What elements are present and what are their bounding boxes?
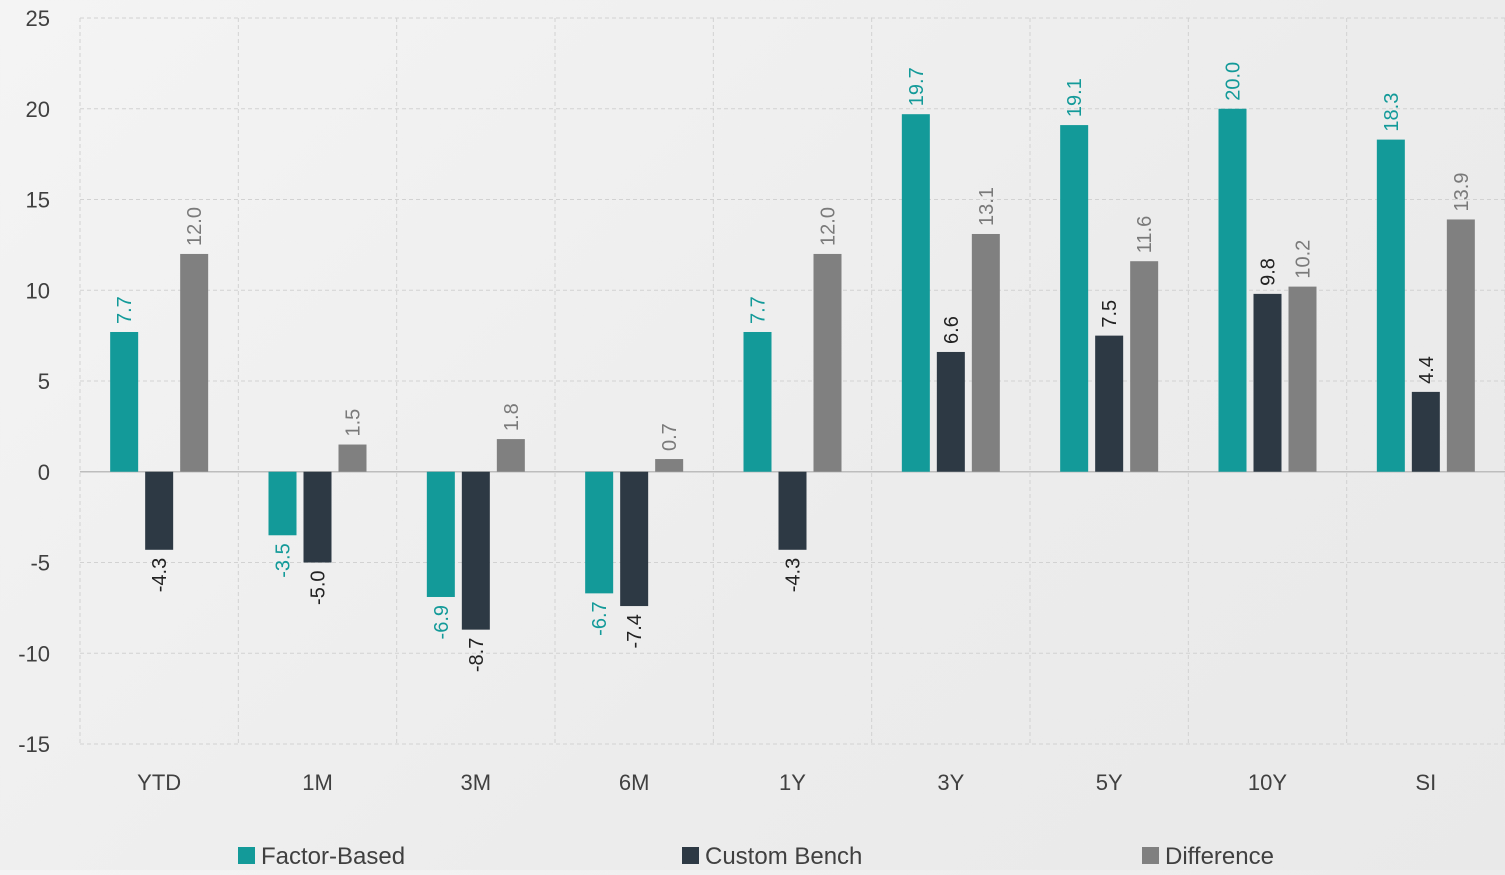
data-label: 10.2 (1293, 240, 1315, 279)
data-label: -6.9 (431, 605, 453, 639)
y-tick-label: -15 (18, 732, 50, 757)
data-label: -4.3 (783, 558, 805, 592)
data-label: 0.7 (659, 423, 681, 451)
data-label: 6.6 (941, 316, 963, 344)
data-label: 1.5 (343, 409, 365, 437)
bar-custom-bench-3y (936, 351, 965, 472)
bar-factor-based-1m (268, 471, 297, 536)
data-label: 12.0 (818, 207, 840, 246)
data-label: -4.3 (149, 558, 171, 592)
data-label: -3.5 (273, 543, 295, 577)
y-tick-label: 5 (38, 369, 50, 394)
data-label: 9.8 (1258, 258, 1280, 286)
bar-factor-based-6m (585, 471, 614, 594)
y-tick-label: 0 (38, 460, 50, 485)
bar-difference-1y (813, 253, 842, 472)
data-label: 13.9 (1451, 173, 1473, 212)
data-label: 19.1 (1064, 78, 1086, 117)
bar-custom-bench-10y (1253, 293, 1282, 472)
bar-custom-bench-si (1411, 391, 1440, 472)
legend-swatch (238, 847, 255, 864)
x-tick-label: 3Y (937, 770, 964, 795)
x-tick-label: 1Y (779, 770, 806, 795)
bar-custom-bench-ytd (145, 471, 174, 550)
x-tick-label: YTD (137, 770, 181, 795)
bar-factor-based-3y (901, 114, 930, 472)
y-axis: 25 20 15 10 5 0 -5 -10 -15 (18, 6, 50, 757)
bar-difference-1m (338, 444, 367, 472)
bar-factor-based-si (1376, 139, 1405, 472)
bar-difference-5y (1130, 261, 1159, 472)
y-tick-label: -10 (18, 641, 50, 666)
data-label: -5.0 (308, 571, 330, 605)
data-label: -8.7 (466, 638, 488, 672)
data-label: -6.7 (589, 601, 611, 635)
x-tick-label: SI (1415, 770, 1436, 795)
legend: Factor-Based Custom Bench Difference (238, 843, 1274, 870)
data-label: 7.7 (114, 296, 136, 324)
bar-difference-si (1446, 219, 1475, 472)
bar-custom-bench-5y (1095, 335, 1124, 472)
y-tick-label: 20 (26, 97, 50, 122)
data-label: 4.4 (1416, 356, 1438, 384)
legend-swatch (682, 847, 699, 864)
bar-factor-based-ytd (110, 331, 139, 472)
data-label: 20.0 (1223, 62, 1245, 101)
y-tick-label: -5 (30, 551, 50, 576)
x-tick-label: 10Y (1248, 770, 1287, 795)
bar-custom-bench-6m (620, 471, 649, 607)
bar-factor-based-10y (1218, 108, 1247, 472)
x-tick-label: 6M (619, 770, 650, 795)
y-tick-label: 10 (26, 278, 50, 303)
x-tick-label: 5Y (1096, 770, 1123, 795)
bar-difference-3y (971, 233, 1000, 472)
data-label: 7.7 (748, 296, 770, 324)
y-tick-label: 15 (26, 188, 50, 213)
x-tick-label: 3M (461, 770, 492, 795)
data-labels: 7.7 -3.5 -6.9 -6.7 7.7 19.7 19.1 20.0 18.3 -4.3 -5… (114, 62, 1473, 672)
data-label: 7.5 (1099, 300, 1121, 328)
bar-custom-bench-3m (461, 471, 490, 630)
data-label: 13.1 (976, 187, 998, 226)
bar-custom-bench-1m (303, 471, 332, 563)
legend-label: Difference (1165, 843, 1274, 870)
bar-factor-based-5y (1060, 125, 1089, 472)
data-label: 1.8 (501, 403, 523, 431)
legend-label: Custom Bench (705, 843, 862, 870)
legend-label: Factor-Based (261, 843, 405, 870)
data-label: 18.3 (1381, 93, 1403, 132)
bar-difference-6m (655, 459, 684, 472)
bar-custom-bench-1y (778, 471, 807, 550)
data-label: 19.7 (906, 67, 928, 106)
bar-difference-3m (496, 439, 525, 472)
data-label: -7.4 (624, 614, 646, 648)
bar-difference-ytd (180, 253, 209, 472)
legend-swatch (1142, 847, 1159, 864)
y-tick-label: 25 (26, 6, 50, 31)
x-tick-label: 1M (302, 770, 333, 795)
bar-factor-based-3m (426, 471, 455, 597)
x-axis: YTD 1M 3M 6M 1Y 3Y 5Y 10Y SI (137, 770, 1436, 795)
data-label: 11.6 (1134, 216, 1156, 253)
bar-difference-10y (1288, 286, 1317, 472)
data-label: 12.0 (184, 207, 206, 246)
bar-factor-based-1y (743, 331, 772, 472)
bars (110, 108, 1475, 630)
